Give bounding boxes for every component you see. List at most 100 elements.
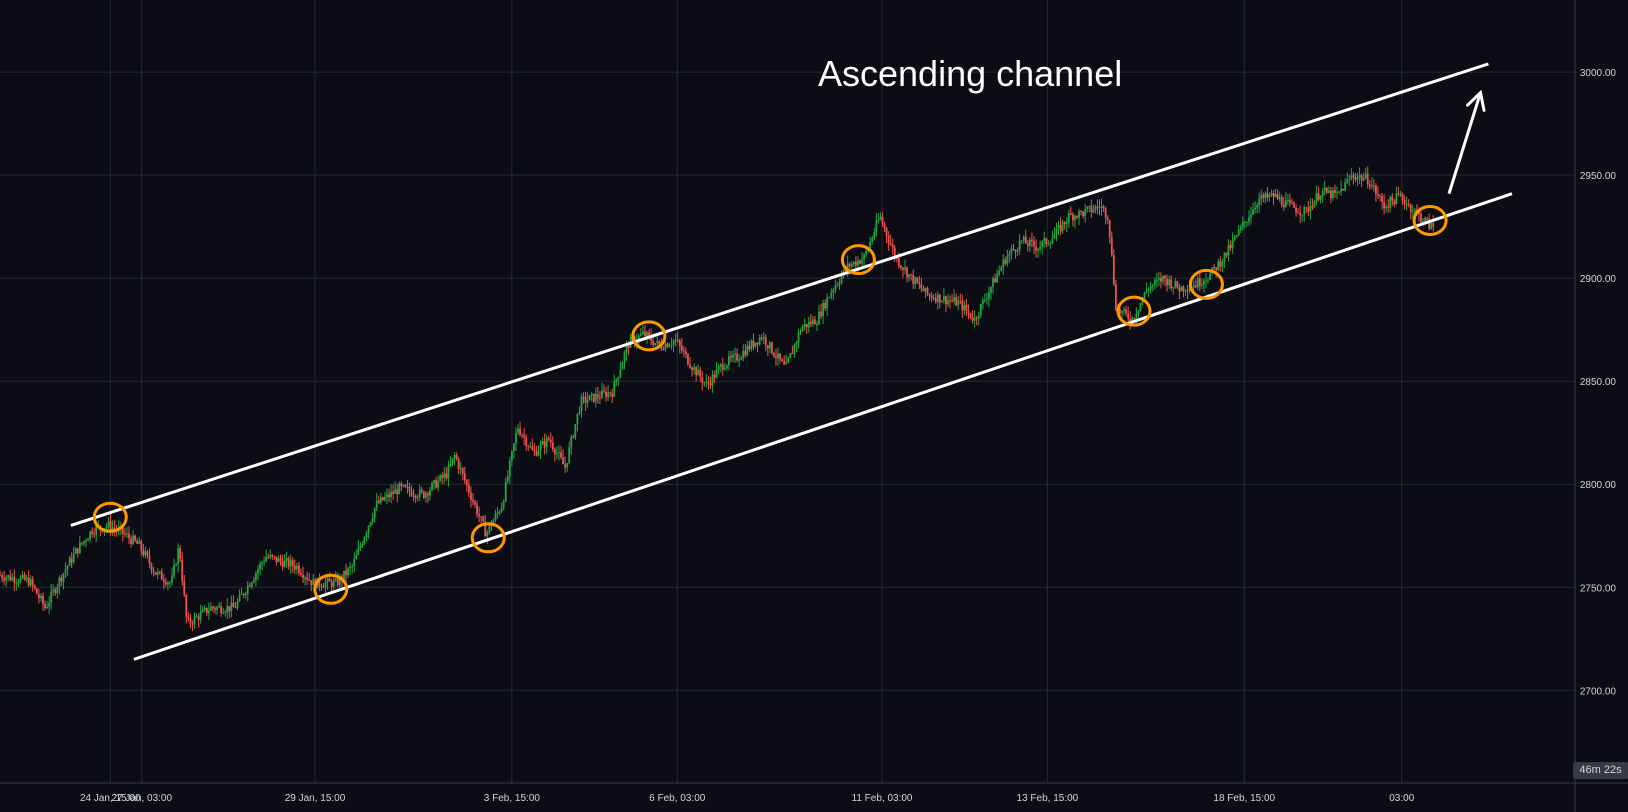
touch-marker <box>92 501 128 533</box>
candle-body <box>308 579 311 581</box>
candle-body <box>400 483 403 486</box>
candle-body <box>830 292 833 298</box>
candle-body <box>685 351 687 355</box>
candle-body <box>1268 195 1271 198</box>
candle-body <box>279 558 282 562</box>
candle-body <box>881 216 884 224</box>
candle-body <box>797 332 800 343</box>
candle-body <box>500 507 503 512</box>
candle-body <box>459 468 462 470</box>
candle-body <box>775 356 777 358</box>
candle-body <box>875 220 878 233</box>
candle-body <box>52 589 55 592</box>
candle-body <box>302 574 304 578</box>
candle-body <box>1254 207 1257 210</box>
candle-body <box>1108 220 1111 237</box>
candle-body <box>1125 309 1128 314</box>
candle-body <box>1037 249 1039 251</box>
candle-body <box>1282 204 1285 208</box>
candle-body <box>1061 221 1064 232</box>
candle-body <box>463 473 466 481</box>
candle-body <box>1334 189 1336 194</box>
candle-body <box>1182 286 1185 292</box>
candle-body <box>453 454 456 458</box>
candle-body <box>1389 196 1392 208</box>
candle-body <box>1375 185 1377 195</box>
candle-body <box>777 353 779 358</box>
candle-body <box>515 433 517 444</box>
candle-body <box>388 494 390 498</box>
candle-body <box>709 383 712 386</box>
candle-body <box>1149 286 1152 290</box>
candle-body <box>697 369 700 376</box>
candle-body <box>877 219 880 221</box>
candle-body <box>330 581 333 587</box>
candle-body <box>470 492 472 500</box>
candle-body <box>883 223 886 229</box>
candle-body <box>1266 193 1269 198</box>
candle-body <box>906 267 908 278</box>
candle-body <box>556 453 558 455</box>
candle-body <box>351 566 354 568</box>
candle-body <box>818 311 820 325</box>
candle-body <box>805 324 808 328</box>
candle-body <box>1026 243 1029 246</box>
candle-body <box>666 343 669 348</box>
candle-body <box>1010 248 1013 253</box>
candle-body <box>1317 193 1320 200</box>
candle-body <box>1401 194 1404 200</box>
candle-body <box>664 343 667 350</box>
candle-body <box>203 607 206 610</box>
candle-body <box>547 437 550 440</box>
candle-body <box>988 292 990 299</box>
candle-body <box>1235 234 1238 238</box>
candle-body <box>1121 311 1123 314</box>
candle-body <box>496 512 499 514</box>
candle-body <box>1422 221 1424 223</box>
candle-body <box>1192 285 1195 288</box>
candle-body <box>951 300 953 302</box>
candle-body <box>537 451 540 456</box>
touch-marker <box>1116 295 1152 327</box>
candle-body <box>1225 252 1228 256</box>
candle-body <box>531 446 534 450</box>
candle-body <box>754 342 757 347</box>
candle-body <box>1069 213 1072 215</box>
candle-body <box>1020 240 1023 242</box>
candle-body <box>1350 175 1353 179</box>
candle-body <box>1397 193 1400 195</box>
candle-body <box>1200 284 1203 286</box>
candle-body <box>1385 206 1388 209</box>
candle-body <box>1354 177 1357 180</box>
candle-body <box>1057 224 1060 229</box>
candle-body <box>1080 210 1082 212</box>
candle-body <box>660 345 663 349</box>
candle-body <box>283 560 286 567</box>
candle-body <box>74 548 77 554</box>
candle-body <box>238 594 241 602</box>
candle-body <box>242 593 245 596</box>
candle-body <box>748 345 751 350</box>
candle-body <box>1076 216 1078 218</box>
y-tick-label: 2800.00 <box>1580 480 1617 491</box>
candle-body <box>1413 209 1416 212</box>
candle-body <box>300 572 302 575</box>
candle-body <box>893 247 896 258</box>
candle-body <box>924 287 927 292</box>
candle-body <box>510 451 513 461</box>
candle-body <box>29 579 32 586</box>
candle-body <box>445 473 448 479</box>
candle-body <box>904 267 906 270</box>
candle-body <box>611 393 614 397</box>
candle-body <box>1319 196 1322 200</box>
candle-body <box>109 521 112 531</box>
candle-body <box>783 360 786 365</box>
candle-body <box>1063 221 1066 224</box>
candle-body <box>1041 241 1044 247</box>
candle-body <box>1215 267 1218 271</box>
candle-body <box>0 574 1 576</box>
candle-body <box>377 500 380 503</box>
candle-body <box>160 571 163 580</box>
candle-body <box>746 345 749 356</box>
